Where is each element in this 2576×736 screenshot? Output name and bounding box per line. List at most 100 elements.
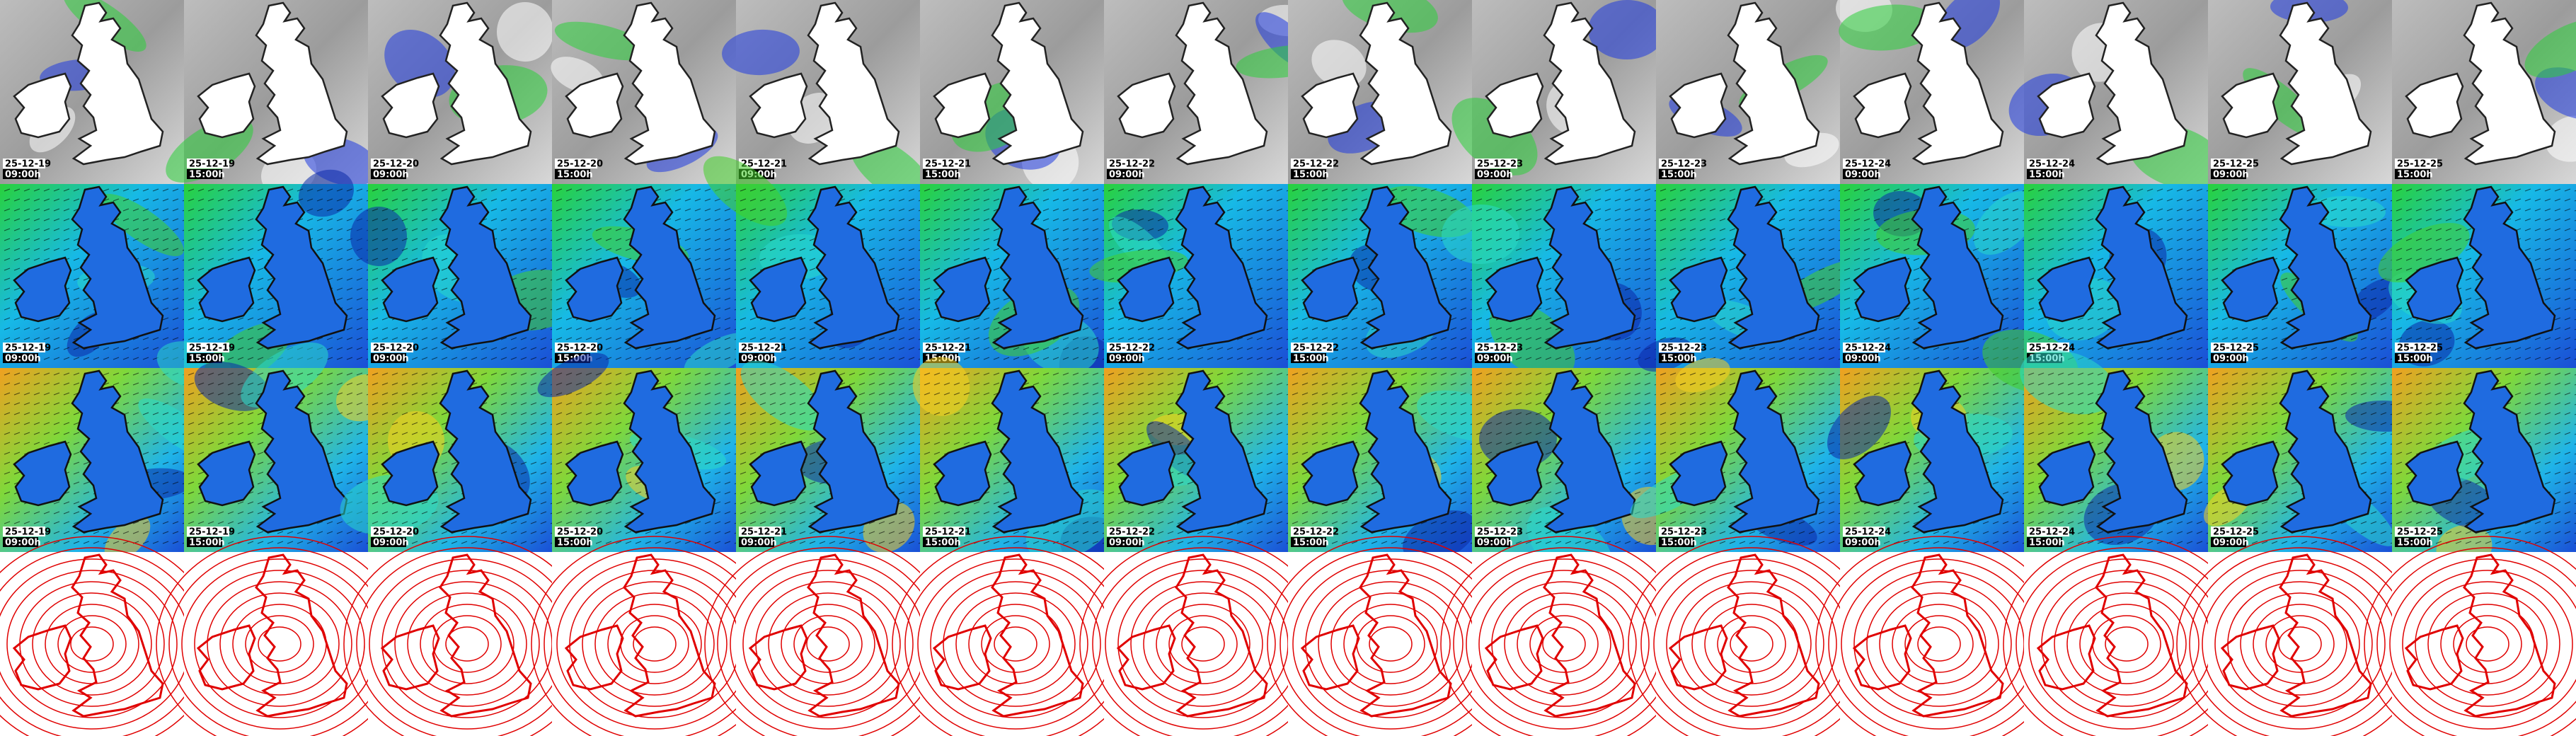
wind-barb [237,432,244,435]
wind-barb [73,412,80,415]
wind-barb [132,238,139,241]
wind-barb [122,382,130,386]
date-label: 25-12-21 [925,527,971,538]
wind-barb [152,297,159,301]
wind-barb [33,228,40,231]
wind-barb [13,208,21,212]
wind-barb [326,402,333,406]
wind-barb [122,347,130,350]
wind-barb [257,511,264,514]
wind-barb [217,422,224,425]
wind-barb [227,228,234,231]
wind-barb [142,238,149,241]
wind-barb [257,327,264,330]
wind-barb [207,432,214,435]
wind-barb [162,268,169,271]
wind-barb [227,511,234,514]
wind-barb [197,392,205,396]
wind-barb [356,452,363,455]
wind-barb [207,208,214,212]
wind-barb [267,461,274,465]
wind-barb [227,188,234,192]
wind-barb [172,307,179,311]
wind-barb [23,198,30,202]
wind-barb [33,327,40,330]
wind-barb [237,218,244,222]
wind-barb [73,452,80,455]
wind-barb [237,372,244,376]
wind-barb [33,412,40,415]
wind-barb [132,412,139,415]
wind-barb [4,277,11,281]
wind-barb [227,357,234,360]
wind-barb [277,347,284,350]
wind-barb [336,297,343,301]
wind-barb [316,432,323,435]
date-box [3,159,45,168]
wind-barb [162,402,169,406]
wind-barb [13,287,21,291]
wind-barb [172,208,179,212]
wind-barb [4,442,11,445]
wind-barb [142,248,149,251]
wind-barb [122,208,130,212]
wind-barb [356,402,363,406]
wind-barb [83,541,90,544]
wind-barb [53,347,60,350]
wind-barb [247,412,254,415]
wind-barb [257,277,264,281]
wind-barb [257,307,264,311]
wind-barb [43,238,50,241]
pressure-contour [32,592,152,696]
wind-barb [23,218,30,222]
wind-barb [356,461,363,465]
wind-barb [207,422,214,425]
wind-barb [162,188,169,192]
wind-barb [346,317,353,321]
date-label: 25-12-22 [1109,159,1155,170]
wind-barb [346,481,353,485]
wind-barb [33,198,40,202]
wind-barb [346,337,353,340]
wind-barb [152,521,159,524]
wind-barb [172,287,179,291]
wind-barb [336,461,343,465]
wind-barb [13,218,21,222]
wind-barb [93,347,100,350]
wind-barb [257,357,264,360]
wind-barb [188,521,195,524]
wind-barb [172,337,179,340]
wind-barb [103,357,110,360]
wind-barb [188,268,195,271]
wind-barb [188,258,195,261]
wind-barb [316,228,323,231]
wind-barb [172,228,179,231]
wind-barb [63,347,70,350]
wind-barb [162,287,169,291]
wind-barb [162,452,169,455]
wind-barb [113,372,120,376]
wind-barb [162,392,169,396]
wind-barb [227,432,234,435]
wind-barb [73,327,80,330]
wind-barb [53,317,60,321]
wind-barb [316,218,323,222]
wind-barb [356,392,363,396]
wind-barb [43,228,50,231]
wind-barb [356,277,363,281]
wind-barb [326,238,333,241]
wind-barb [13,337,21,340]
wind-barb [356,372,363,376]
wind-barb [132,347,139,350]
wind-barb [113,541,120,544]
wind-barb [142,422,149,425]
wind-barb [326,521,333,524]
wind-barb [316,531,323,534]
wind-barb [346,452,353,455]
wind-barb [336,432,343,435]
wind-barb [73,317,80,321]
wind-barb [43,442,50,445]
wind-barb [227,238,234,241]
